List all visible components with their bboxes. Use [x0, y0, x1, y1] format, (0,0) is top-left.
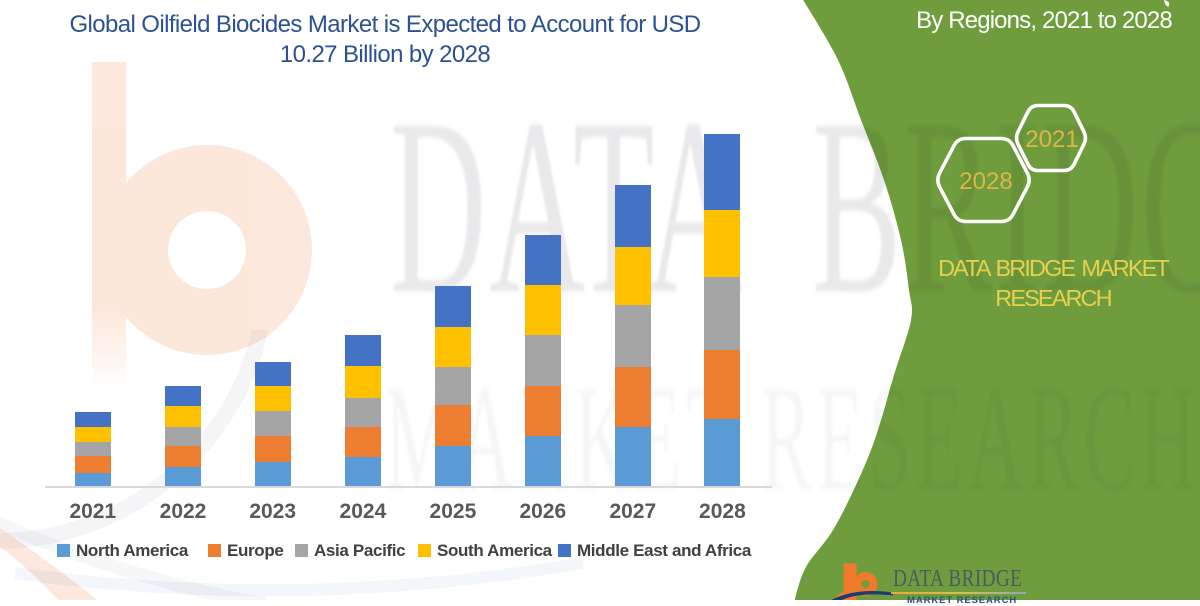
svg-text:2028: 2028	[959, 168, 1012, 195]
svg-text:2021: 2021	[1025, 126, 1078, 153]
